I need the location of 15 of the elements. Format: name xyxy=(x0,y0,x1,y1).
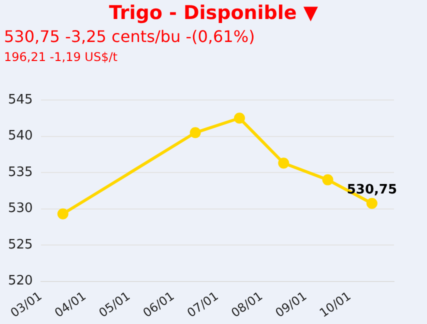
y-tick-label: 545 xyxy=(8,92,33,108)
point xyxy=(190,127,201,138)
data-label: 530,75 xyxy=(346,182,398,198)
y-tick-label: 530 xyxy=(8,201,33,216)
y-tick-label: 520 xyxy=(8,274,33,289)
point xyxy=(278,158,290,169)
chart-subtitle: 530,75 -3,25 cents/bu -(0,61%) xyxy=(4,27,255,46)
y-tick-label: 525 xyxy=(8,237,33,252)
point xyxy=(366,198,378,209)
point xyxy=(322,174,334,186)
y-tick-label: 535 xyxy=(8,164,33,180)
chart-title: Trigo - Disponible ▼ xyxy=(108,2,320,24)
y-tick-label: 540 xyxy=(8,128,33,144)
point xyxy=(234,112,245,124)
text: 196,21 -1,19 US$/t xyxy=(4,50,118,64)
